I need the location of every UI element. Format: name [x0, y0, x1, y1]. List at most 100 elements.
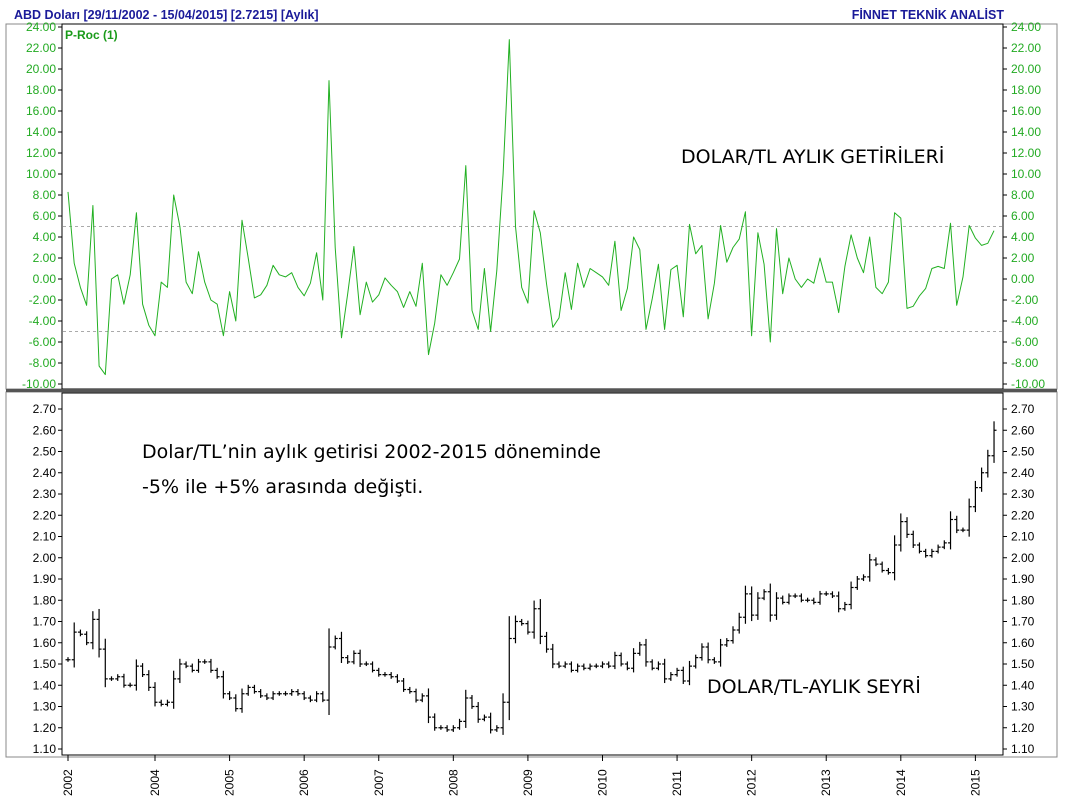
x-tick-label: 2015: [968, 769, 982, 796]
price-bar: [705, 642, 711, 664]
price-bar: [649, 659, 655, 671]
price-bar: [593, 663, 599, 669]
indicator-y-tick-label-left: 10.00: [26, 167, 56, 181]
price-bar: [923, 548, 929, 558]
price-bar: [152, 682, 158, 707]
price-y-tick-label-left: 1.30: [33, 700, 57, 714]
price-bar: [755, 592, 761, 620]
price-y-axis-right: 2.70 2.60 2.50 2.40 2.30 2.20 2.10 2.00 1.90 1.80…: [1003, 402, 1035, 756]
price-bar: [935, 544, 941, 554]
price-y-tick-label-left: 1.80: [33, 593, 57, 607]
price-bar: [519, 618, 525, 626]
price-bar: [854, 576, 860, 590]
price-bar: [481, 714, 487, 722]
price-bar: [382, 672, 388, 677]
price-bar: [898, 513, 904, 552]
indicator-y-tick-label-right: 18.00: [1011, 83, 1041, 97]
price-bar: [307, 695, 313, 703]
price-bar: [65, 657, 71, 662]
price-bar: [544, 631, 550, 653]
price-y-tick-label-right: 1.40: [1011, 678, 1035, 692]
indicator-series: [67, 39, 995, 376]
x-tick-label: 2014: [894, 769, 908, 796]
price-bar: [780, 595, 786, 605]
x-tick-label: 2006: [297, 769, 311, 796]
x-tick-label: 2008: [446, 769, 460, 796]
price-bar: [985, 449, 991, 478]
x-tick-label: 2012: [745, 769, 759, 796]
price-bar: [668, 672, 674, 681]
price-bar: [109, 676, 115, 681]
indicator-y-axis-right: 24.00 22.00 20.00 18.00 16.00 14.00 12.00 10.00…: [1003, 20, 1045, 391]
price-bar: [115, 674, 121, 681]
indicator-y-tick-label-right: 0.00: [1011, 272, 1035, 286]
price-bar: [643, 638, 649, 667]
price-y-tick-label-left: 2.10: [33, 530, 57, 544]
price-y-tick-label-right: 1.50: [1011, 657, 1035, 671]
price-bar: [575, 663, 581, 673]
indicator-y-tick-label-left: 24.00: [26, 20, 56, 34]
price-bar: [419, 693, 425, 703]
price-bar: [121, 673, 127, 688]
price-bar: [320, 691, 326, 703]
indicator-y-tick-label-left: 14.00: [26, 125, 56, 139]
price-bar: [767, 583, 773, 622]
indicator-y-tick-label-left: -10.00: [22, 377, 56, 391]
price-bar: [450, 725, 456, 732]
price-y-tick-label-left: 1.50: [33, 657, 57, 671]
price-bar: [71, 622, 77, 668]
software-brand: FİNNET TEKNİK ANALİST: [851, 8, 1004, 22]
price-bar: [251, 684, 257, 694]
indicator-y-tick-label-left: 22.00: [26, 41, 56, 55]
price-bar: [550, 643, 556, 669]
price-bar: [102, 638, 108, 688]
price-bar: [811, 597, 817, 605]
price-y-tick-label-left: 2.20: [33, 508, 57, 522]
price-bar: [631, 648, 637, 673]
price-bar: [475, 702, 481, 723]
price-bar: [836, 591, 842, 613]
price-bar: [90, 611, 96, 650]
indicator-y-tick-label-left: 8.00: [33, 188, 57, 202]
indicator-y-tick-label-right: 2.00: [1011, 251, 1035, 265]
annotation-monthly-trend: DOLAR/TL-AYLIK SEYRİ: [707, 676, 921, 698]
price-bar: [314, 691, 320, 703]
price-bar: [140, 663, 146, 678]
price-y-tick-label-left: 1.70: [33, 615, 57, 629]
price-bar: [208, 658, 214, 673]
price-y-tick-label-right: 2.50: [1011, 445, 1035, 459]
annotation-summary-line1: Dolar/TL’nin aylık getirisi 2002-2015 dö…: [142, 441, 601, 463]
price-bar: [77, 629, 83, 637]
price-bar: [370, 661, 376, 673]
price-bar: [606, 661, 612, 669]
indicator-y-tick-label-right: 20.00: [1011, 62, 1041, 76]
price-bars: [65, 421, 997, 735]
price-bar: [568, 661, 574, 673]
price-bar: [730, 626, 736, 644]
indicator-y-tick-label-left: 18.00: [26, 83, 56, 97]
indicator-y-tick-label-left: 0.00: [33, 272, 57, 286]
indicator-y-tick-label-right: 14.00: [1011, 125, 1041, 139]
price-plot-area: [61, 392, 1004, 756]
price-bar: [289, 689, 295, 696]
indicator-y-tick-label-right: 16.00: [1011, 104, 1041, 118]
x-tick-label: 2011: [670, 770, 684, 796]
price-bar: [867, 553, 873, 582]
indicator-y-tick-label-right: 22.00: [1011, 41, 1041, 55]
price-bar: [357, 649, 363, 667]
price-bar: [506, 616, 512, 721]
indicator-y-tick-label-right: 4.00: [1011, 230, 1035, 244]
price-y-tick-label-right: 1.10: [1011, 742, 1035, 756]
price-bar: [388, 672, 394, 679]
price-bar: [979, 467, 985, 492]
price-bar: [301, 691, 307, 701]
price-bar: [469, 695, 475, 709]
indicator-y-tick-label-right: -10.00: [1011, 377, 1045, 391]
price-bar: [774, 592, 780, 620]
x-tick-label: 2009: [521, 769, 535, 796]
price-bar: [718, 638, 724, 667]
indicator-y-tick-label-left: -2.00: [29, 293, 57, 307]
price-y-tick-label-right: 2.10: [1011, 530, 1035, 544]
indicator-y-tick-label-right: -6.00: [1011, 335, 1039, 349]
